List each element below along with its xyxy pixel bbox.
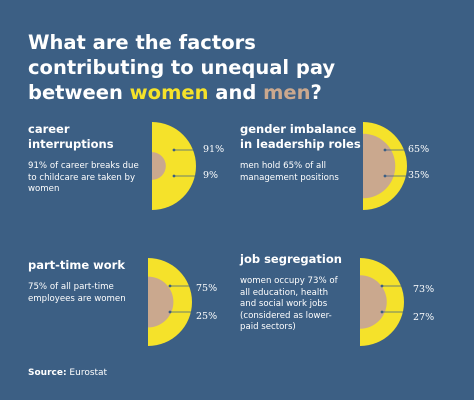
women-percent-label: 65%: [408, 144, 430, 155]
factor-description: women occupy 73% of all education, healt…: [240, 276, 338, 332]
factor-part-time-work: part-time work 75% of all part-time empl…: [28, 258, 148, 305]
factor-description: 75% of all part-time employees are women: [28, 282, 126, 304]
women-percent-label: 73%: [413, 284, 435, 295]
factor-gender-imbalance: gender imbalance in leadership roles men…: [240, 122, 361, 184]
men-percent-label: 25%: [196, 311, 218, 322]
half-circle-chart-part-time-work: 75% 25%: [148, 256, 228, 356]
factor-heading: part-time work: [28, 258, 148, 273]
men-share-half-circle: [152, 152, 166, 180]
factor-job-segregation: job segregation women occupy 73% of all …: [240, 252, 342, 334]
factor-heading: gender imbalance in leadership roles: [240, 122, 361, 152]
women-percent-label: 75%: [196, 283, 218, 294]
men-percent-label: 35%: [408, 170, 430, 181]
heading-line: job segregation: [240, 252, 342, 266]
title-question-mark: ?: [310, 81, 322, 104]
heading-line: in leadership roles: [240, 137, 361, 151]
title-line-3-prefix: between: [28, 81, 130, 104]
chart-svg: [360, 258, 406, 346]
page-title: What are the factors contributing to une…: [28, 30, 448, 105]
title-and-word: and: [208, 81, 264, 104]
chart-svg: [148, 258, 194, 346]
factor-heading: career interruptions: [28, 122, 148, 152]
heading-line: career: [28, 122, 70, 136]
factor-heading: job segregation: [240, 252, 342, 267]
half-circle-chart-job-segregation: 73% 27%: [360, 256, 440, 356]
men-percent-label: 9%: [203, 170, 219, 181]
source-label: Source:: [28, 368, 67, 378]
title-men-word: men: [263, 81, 311, 104]
factor-description: 91% of career breaks due to childcare ar…: [28, 161, 139, 194]
women-percent-label: 91%: [203, 144, 225, 155]
title-women-word: women: [129, 81, 209, 104]
factor-career-interruptions: career interruptions 91% of career break…: [28, 122, 148, 196]
heading-line: interruptions: [28, 137, 114, 151]
women-share-half-circle: [152, 122, 196, 210]
title-line-2: contributing to unequal pay: [28, 56, 336, 79]
heading-line: gender imbalance: [240, 122, 357, 136]
half-circle-chart-career-interruptions: 91% 9%: [152, 120, 232, 220]
men-share-half-circle: [360, 275, 387, 329]
factor-description: men hold 65% of all management positions: [240, 161, 339, 183]
source-text: Eurostat: [66, 368, 108, 378]
men-share-half-circle: [148, 276, 174, 328]
chart-svg: [152, 122, 198, 210]
heading-line: part-time work: [28, 258, 126, 272]
chart-svg: [363, 122, 409, 210]
half-circle-chart-gender-imbalance: 65% 35%: [363, 120, 443, 220]
title-line-1: What are the factors: [28, 31, 256, 54]
men-percent-label: 27%: [413, 312, 435, 323]
source-note: Source: Eurostat: [28, 368, 107, 378]
